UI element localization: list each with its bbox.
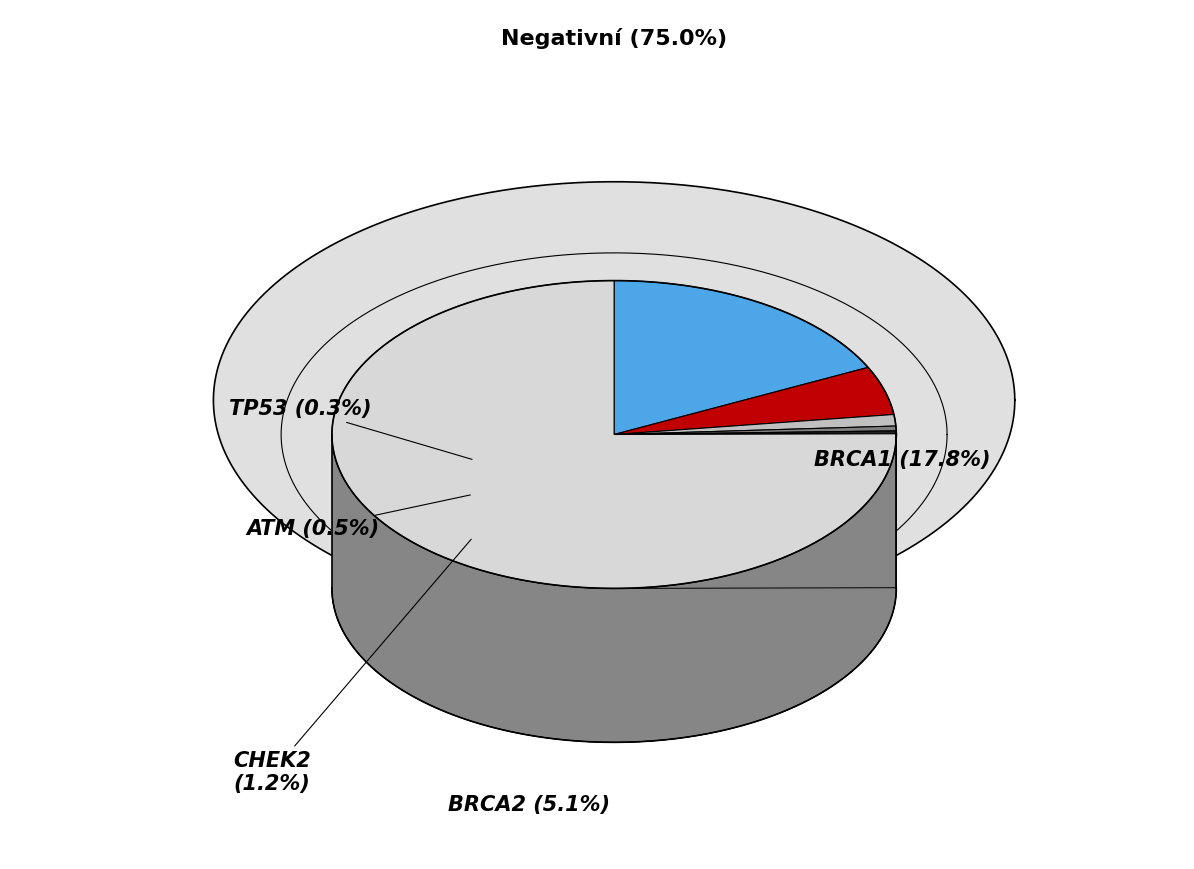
Polygon shape [614, 426, 897, 434]
Polygon shape [614, 368, 894, 434]
Text: BRCA2 (5.1%): BRCA2 (5.1%) [448, 795, 610, 815]
Text: TP53 (0.3%): TP53 (0.3%) [229, 399, 472, 460]
Polygon shape [614, 434, 897, 588]
Polygon shape [614, 431, 897, 434]
Text: BRCA1 (17.8%): BRCA1 (17.8%) [814, 450, 990, 470]
Polygon shape [332, 433, 897, 742]
Text: ATM (0.5%): ATM (0.5%) [246, 495, 470, 539]
Polygon shape [332, 281, 897, 588]
Text: CHEK2
(1.2%): CHEK2 (1.2%) [233, 540, 472, 794]
Polygon shape [614, 281, 868, 434]
Text: Negativní (75.0%): Negativní (75.0%) [501, 29, 727, 50]
Polygon shape [614, 434, 897, 588]
Polygon shape [214, 182, 1015, 619]
Polygon shape [614, 415, 896, 434]
